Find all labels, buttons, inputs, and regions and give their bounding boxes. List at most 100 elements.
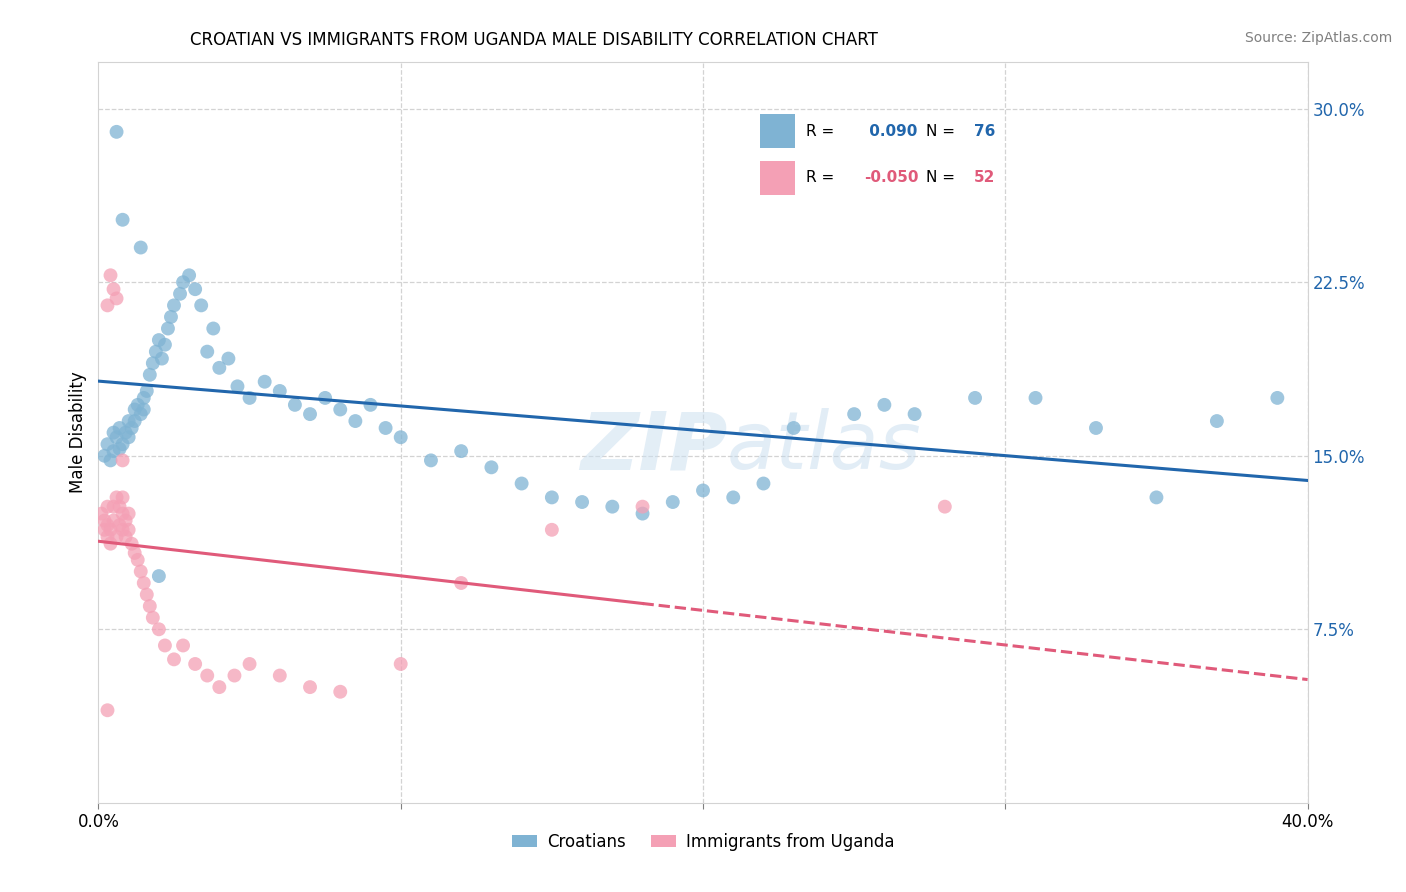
Point: [105, 491, 128, 505]
Point: [195, 668, 218, 682]
Point: [873, 398, 896, 412]
Point: [1144, 491, 1167, 505]
Point: [631, 507, 654, 521]
Text: 76: 76: [974, 124, 995, 139]
Point: [142, 356, 165, 370]
Point: [105, 125, 128, 139]
Point: [239, 391, 262, 405]
Point: [299, 680, 322, 694]
Point: [135, 588, 157, 602]
Point: [571, 495, 593, 509]
Point: [103, 514, 125, 528]
Point: [169, 286, 191, 301]
Point: [904, 407, 927, 421]
Point: [135, 384, 157, 398]
Point: [124, 546, 146, 560]
Point: [108, 442, 131, 456]
Point: [103, 425, 125, 440]
Text: -0.050: -0.050: [865, 170, 920, 185]
Point: [132, 391, 155, 405]
Text: N =: N =: [927, 170, 960, 185]
Point: [602, 500, 624, 514]
Point: [139, 368, 162, 382]
Point: [723, 491, 745, 505]
Point: [103, 282, 125, 296]
Point: [844, 407, 866, 421]
Point: [129, 407, 152, 421]
Point: [111, 212, 134, 227]
Point: [510, 476, 533, 491]
Point: [96, 530, 118, 544]
Point: [100, 536, 122, 550]
Point: [96, 437, 118, 451]
Point: [100, 523, 122, 537]
Point: [752, 476, 775, 491]
Point: [661, 495, 683, 509]
Point: [132, 402, 155, 417]
Point: [934, 500, 956, 514]
Point: [374, 421, 396, 435]
Y-axis label: Male Disability: Male Disability: [69, 372, 87, 493]
Point: [692, 483, 714, 498]
Point: [195, 344, 218, 359]
Point: [148, 622, 170, 636]
Point: [253, 375, 276, 389]
Text: ZIP: ZIP: [579, 409, 727, 486]
Point: [360, 398, 382, 412]
Point: [96, 703, 118, 717]
Point: [156, 321, 179, 335]
Point: [284, 398, 307, 412]
Point: [114, 530, 136, 544]
Point: [118, 430, 141, 444]
Point: [344, 414, 367, 428]
Text: 52: 52: [974, 170, 995, 185]
Point: [108, 518, 131, 533]
Text: CROATIAN VS IMMIGRANTS FROM UGANDA MALE DISABILITY CORRELATION CHART: CROATIAN VS IMMIGRANTS FROM UGANDA MALE …: [190, 31, 879, 49]
Legend: Croatians, Immigrants from Uganda: Croatians, Immigrants from Uganda: [505, 826, 901, 857]
FancyBboxPatch shape: [761, 161, 794, 194]
Point: [184, 282, 207, 296]
Point: [153, 337, 176, 351]
Text: 0.090: 0.090: [865, 124, 918, 139]
Point: [132, 576, 155, 591]
Point: [96, 500, 118, 514]
Point: [965, 391, 987, 405]
Point: [105, 530, 128, 544]
Point: [108, 500, 131, 514]
Point: [124, 414, 146, 428]
Point: [105, 292, 128, 306]
Point: [142, 610, 165, 624]
Point: [145, 344, 167, 359]
Point: [90, 507, 112, 521]
Point: [783, 421, 806, 435]
Text: R =: R =: [806, 124, 839, 139]
Point: [1267, 391, 1289, 405]
Point: [93, 523, 115, 537]
Point: [114, 514, 136, 528]
Point: [208, 360, 231, 375]
Point: [100, 453, 122, 467]
Point: [153, 639, 176, 653]
FancyBboxPatch shape: [761, 114, 794, 148]
Point: [179, 268, 201, 283]
Point: [111, 453, 134, 467]
Point: [224, 668, 246, 682]
Point: [163, 298, 186, 312]
Point: [111, 507, 134, 521]
Point: [450, 576, 472, 591]
Point: [118, 414, 141, 428]
Point: [299, 407, 322, 421]
Point: [1206, 414, 1229, 428]
Text: Source: ZipAtlas.com: Source: ZipAtlas.com: [1244, 31, 1392, 45]
Point: [114, 425, 136, 440]
Point: [108, 421, 131, 435]
Point: [100, 268, 122, 283]
Point: [329, 685, 352, 699]
Point: [540, 491, 562, 505]
Point: [631, 500, 654, 514]
Point: [118, 507, 141, 521]
Point: [208, 680, 231, 694]
Point: [269, 668, 291, 682]
Point: [148, 333, 170, 347]
Point: [329, 402, 352, 417]
